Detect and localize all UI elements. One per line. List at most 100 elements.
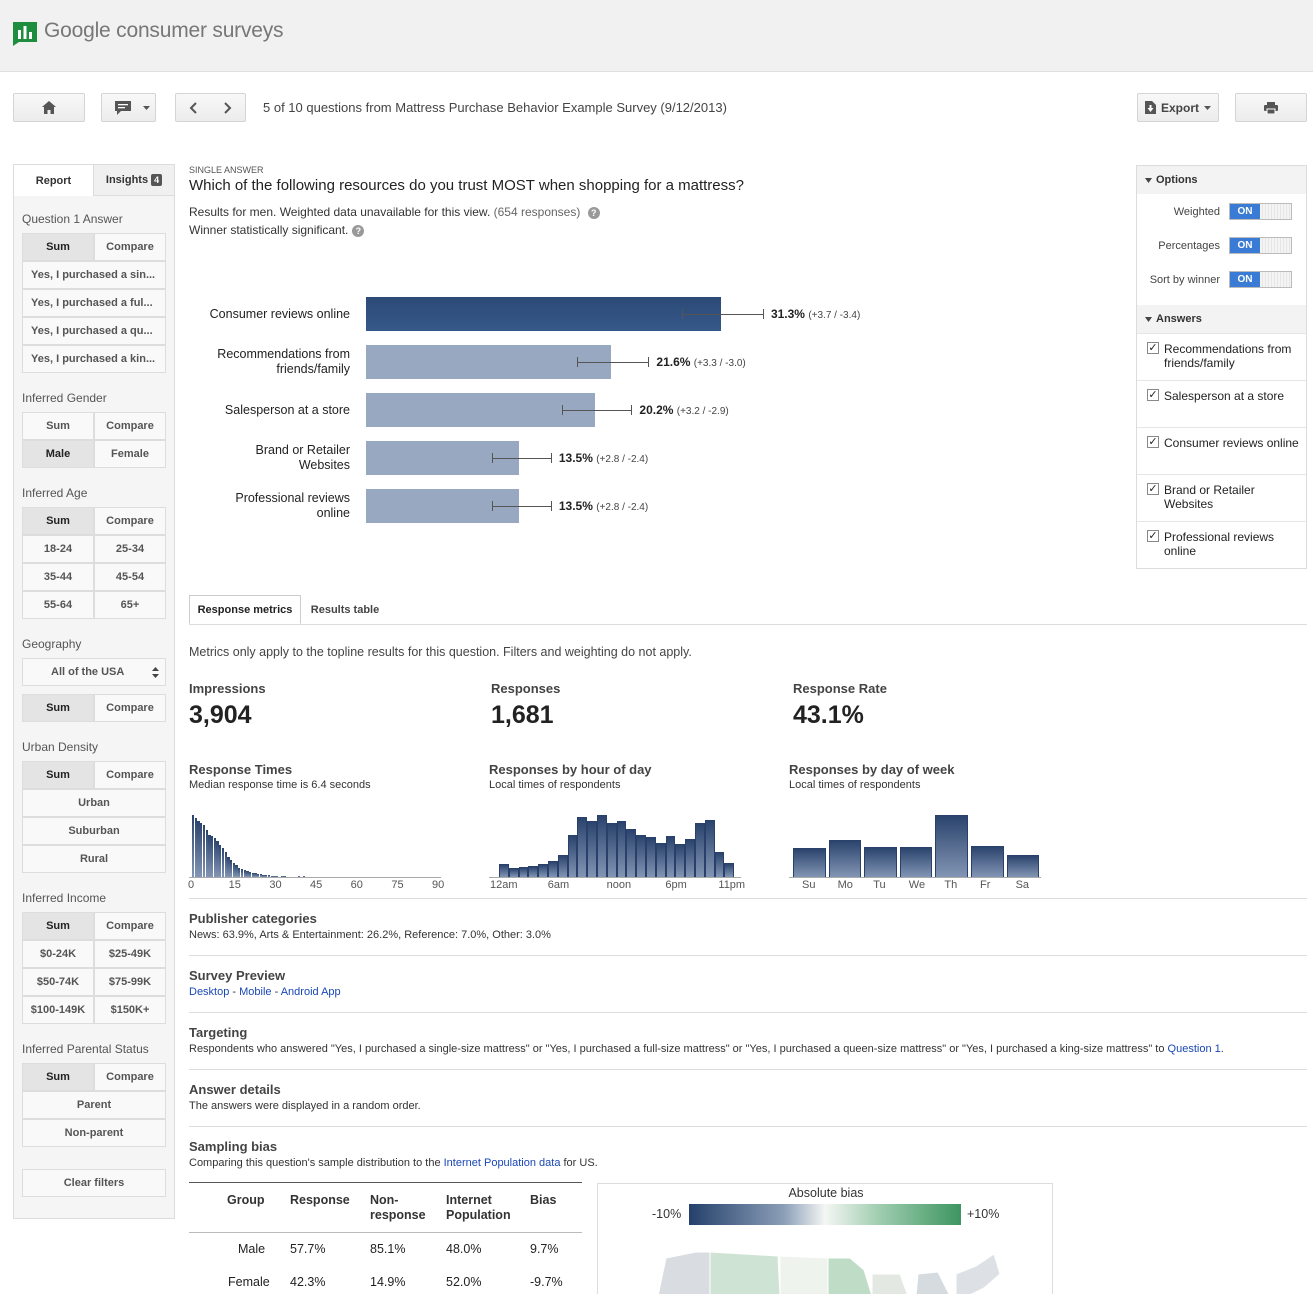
geography-compare-button[interactable]: Compare xyxy=(94,694,166,722)
response-time-bar xyxy=(197,820,200,877)
q1-answer-filter[interactable]: Yes, I purchased a qu... xyxy=(22,317,166,345)
age-filter[interactable]: 55-64 xyxy=(22,591,94,619)
income-filter[interactable]: $50-74K xyxy=(22,968,94,996)
hour-bar xyxy=(685,839,695,877)
income-filter[interactable]: $0-24K xyxy=(22,940,94,968)
parental-status-filter[interactable]: Non-parent xyxy=(22,1119,166,1147)
q1-answer-filter[interactable]: Yes, I purchased a ful... xyxy=(22,289,166,317)
checkbox-checked-icon[interactable]: ✓ xyxy=(1147,389,1159,401)
chevron-left-icon[interactable] xyxy=(189,101,197,114)
result-bar[interactable] xyxy=(366,393,596,427)
internet-population-link[interactable]: Internet Population data xyxy=(443,1157,561,1169)
bias-cell: 48.0% xyxy=(446,1242,482,1256)
clear-filters-button[interactable]: Clear filters xyxy=(22,1169,166,1197)
options-section-header[interactable]: Options xyxy=(1137,166,1306,194)
result-bar[interactable] xyxy=(366,345,611,379)
answer-visibility-item[interactable]: ✓ Recommendations from friends/family xyxy=(1137,333,1306,380)
product-logo-text[interactable]: Google consumer surveys xyxy=(44,19,284,42)
sort-by-winner-toggle[interactable]: ON xyxy=(1229,271,1292,288)
answer-details-text: The answers were displayed in a random o… xyxy=(189,1100,421,1112)
income-compare-button[interactable]: Compare xyxy=(94,912,166,940)
gender-compare-button[interactable]: Compare xyxy=(94,412,166,440)
tab-results-table[interactable]: Results table xyxy=(310,603,380,616)
response-time-bar xyxy=(297,876,301,877)
income-filter[interactable]: $100-149K xyxy=(22,996,94,1024)
bias-col-header: Bias xyxy=(530,1193,557,1207)
gender-sum-button[interactable]: Sum xyxy=(22,412,94,440)
day-of-week-subtitle: Local times of respondents xyxy=(789,779,921,791)
answer-visibility-item[interactable]: ✓ Professional reviews online xyxy=(1137,521,1306,568)
help-icon[interactable]: ? xyxy=(352,224,365,237)
tab-response-metrics[interactable]: Response metrics xyxy=(189,595,301,624)
result-bar[interactable] xyxy=(366,297,721,331)
age-filter[interactable]: 35-44 xyxy=(22,563,94,591)
tab-report[interactable]: Report xyxy=(14,165,94,196)
print-button[interactable] xyxy=(1235,93,1307,122)
income-sum-button[interactable]: Sum xyxy=(22,912,94,940)
age-filter[interactable]: 65+ xyxy=(94,591,166,619)
q1-sum-button[interactable]: Sum xyxy=(22,233,94,261)
response-time-bar xyxy=(262,875,265,877)
age-compare-button[interactable]: Compare xyxy=(94,507,166,535)
answer-visibility-item[interactable]: ✓ Brand or Retailer Websites xyxy=(1137,474,1306,521)
geography-sum-button[interactable]: Sum xyxy=(22,694,94,722)
hour-tick: 6pm xyxy=(665,879,687,891)
q1-answer-filter[interactable]: Yes, I purchased a sin... xyxy=(22,261,166,289)
checkbox-checked-icon[interactable]: ✓ xyxy=(1147,530,1159,542)
gender-female-filter[interactable]: Female xyxy=(94,440,166,468)
response-rate-label: Response Rate xyxy=(793,681,887,696)
preview-desktop-link[interactable]: Desktop xyxy=(189,986,230,998)
percentages-toggle[interactable]: ON xyxy=(1229,237,1292,254)
answer-details-title: Answer details xyxy=(189,1082,281,1097)
income-filter[interactable]: $150K+ xyxy=(94,996,166,1024)
income-filter[interactable]: $25-49K xyxy=(94,940,166,968)
urban-sum-button[interactable]: Sum xyxy=(22,761,94,789)
response-time-bar xyxy=(267,875,271,877)
preview-mobile-link[interactable]: Mobile xyxy=(239,986,272,998)
q1-compare-button[interactable]: Compare xyxy=(94,233,166,261)
bar-category-label: Recommendations from friends/family xyxy=(217,347,350,376)
weekday-tick: Fr xyxy=(980,879,991,891)
income-filter[interactable]: $75-99K xyxy=(94,968,166,996)
us-bias-map[interactable] xyxy=(638,1244,1038,1294)
age-filter[interactable]: 45-54 xyxy=(94,563,166,591)
parental-compare-button[interactable]: Compare xyxy=(94,1063,166,1091)
export-button[interactable]: Export xyxy=(1137,93,1219,122)
home-button[interactable] xyxy=(13,93,85,122)
help-icon[interactable]: ? xyxy=(587,206,600,219)
age-filter[interactable]: 25-34 xyxy=(94,535,166,563)
urban-density-filter[interactable]: Suburban xyxy=(22,817,166,845)
gender-male-filter[interactable]: Male xyxy=(22,440,94,468)
checkbox-checked-icon[interactable]: ✓ xyxy=(1147,483,1159,495)
parental-sum-button[interactable]: Sum xyxy=(22,1063,94,1091)
response-time-bar xyxy=(270,876,273,877)
bias-cell: 9.7% xyxy=(530,1242,559,1256)
tab-insights[interactable]: Insights 4 xyxy=(94,165,174,196)
answers-section-header[interactable]: Answers xyxy=(1137,305,1306,333)
winner-significance: Winner statistically significant.? xyxy=(189,223,365,237)
bar-chart-flag-icon[interactable] xyxy=(13,22,37,46)
parental-status-filter[interactable]: Parent xyxy=(22,1091,166,1119)
urban-density-filter[interactable]: Rural xyxy=(22,845,166,873)
hour-bar xyxy=(597,815,607,877)
age-sum-button[interactable]: Sum xyxy=(22,507,94,535)
urban-compare-button[interactable]: Compare xyxy=(94,761,166,789)
chevron-right-icon[interactable] xyxy=(224,101,232,114)
comment-menu-button[interactable] xyxy=(101,93,156,122)
urban-density-filter[interactable]: Urban xyxy=(22,789,166,817)
question-1-link[interactable]: Question 1 xyxy=(1167,1043,1221,1055)
preview-android-link[interactable]: Android App xyxy=(280,986,341,998)
q1-answer-filter[interactable]: Yes, I purchased a kin... xyxy=(22,345,166,373)
checkbox-checked-icon[interactable]: ✓ xyxy=(1147,436,1159,448)
comment-icon xyxy=(114,100,131,115)
response-time-bar xyxy=(248,872,252,877)
weighted-toggle[interactable]: ON xyxy=(1229,203,1292,220)
checkbox-checked-icon[interactable]: ✓ xyxy=(1147,342,1159,354)
geography-select[interactable]: All of the USA xyxy=(22,658,166,686)
response-time-bar xyxy=(194,817,197,877)
age-filter[interactable]: 18-24 xyxy=(22,535,94,563)
answer-visibility-item[interactable]: ✓ Consumer reviews online xyxy=(1137,427,1306,474)
answer-visibility-item[interactable]: ✓ Salesperson at a store xyxy=(1137,380,1306,427)
error-bar-cap xyxy=(562,405,564,415)
bar-error-label: (+3.3 / -3.0) xyxy=(693,358,746,369)
